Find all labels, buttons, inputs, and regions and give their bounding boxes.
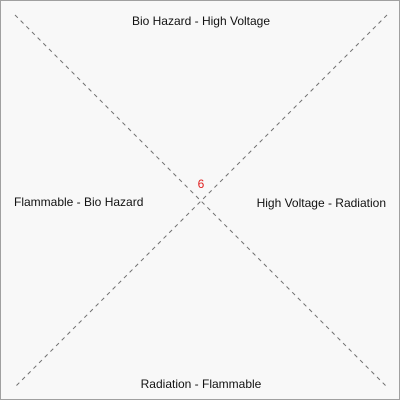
label-top: Bio Hazard - High Voltage bbox=[131, 14, 271, 28]
label-right: High Voltage - Radiation bbox=[256, 196, 386, 210]
label-bottom: Radiation - Flammable bbox=[140, 377, 262, 391]
center-value: 6 bbox=[197, 177, 205, 191]
label-left: Flammable - Bio Hazard bbox=[14, 195, 144, 209]
